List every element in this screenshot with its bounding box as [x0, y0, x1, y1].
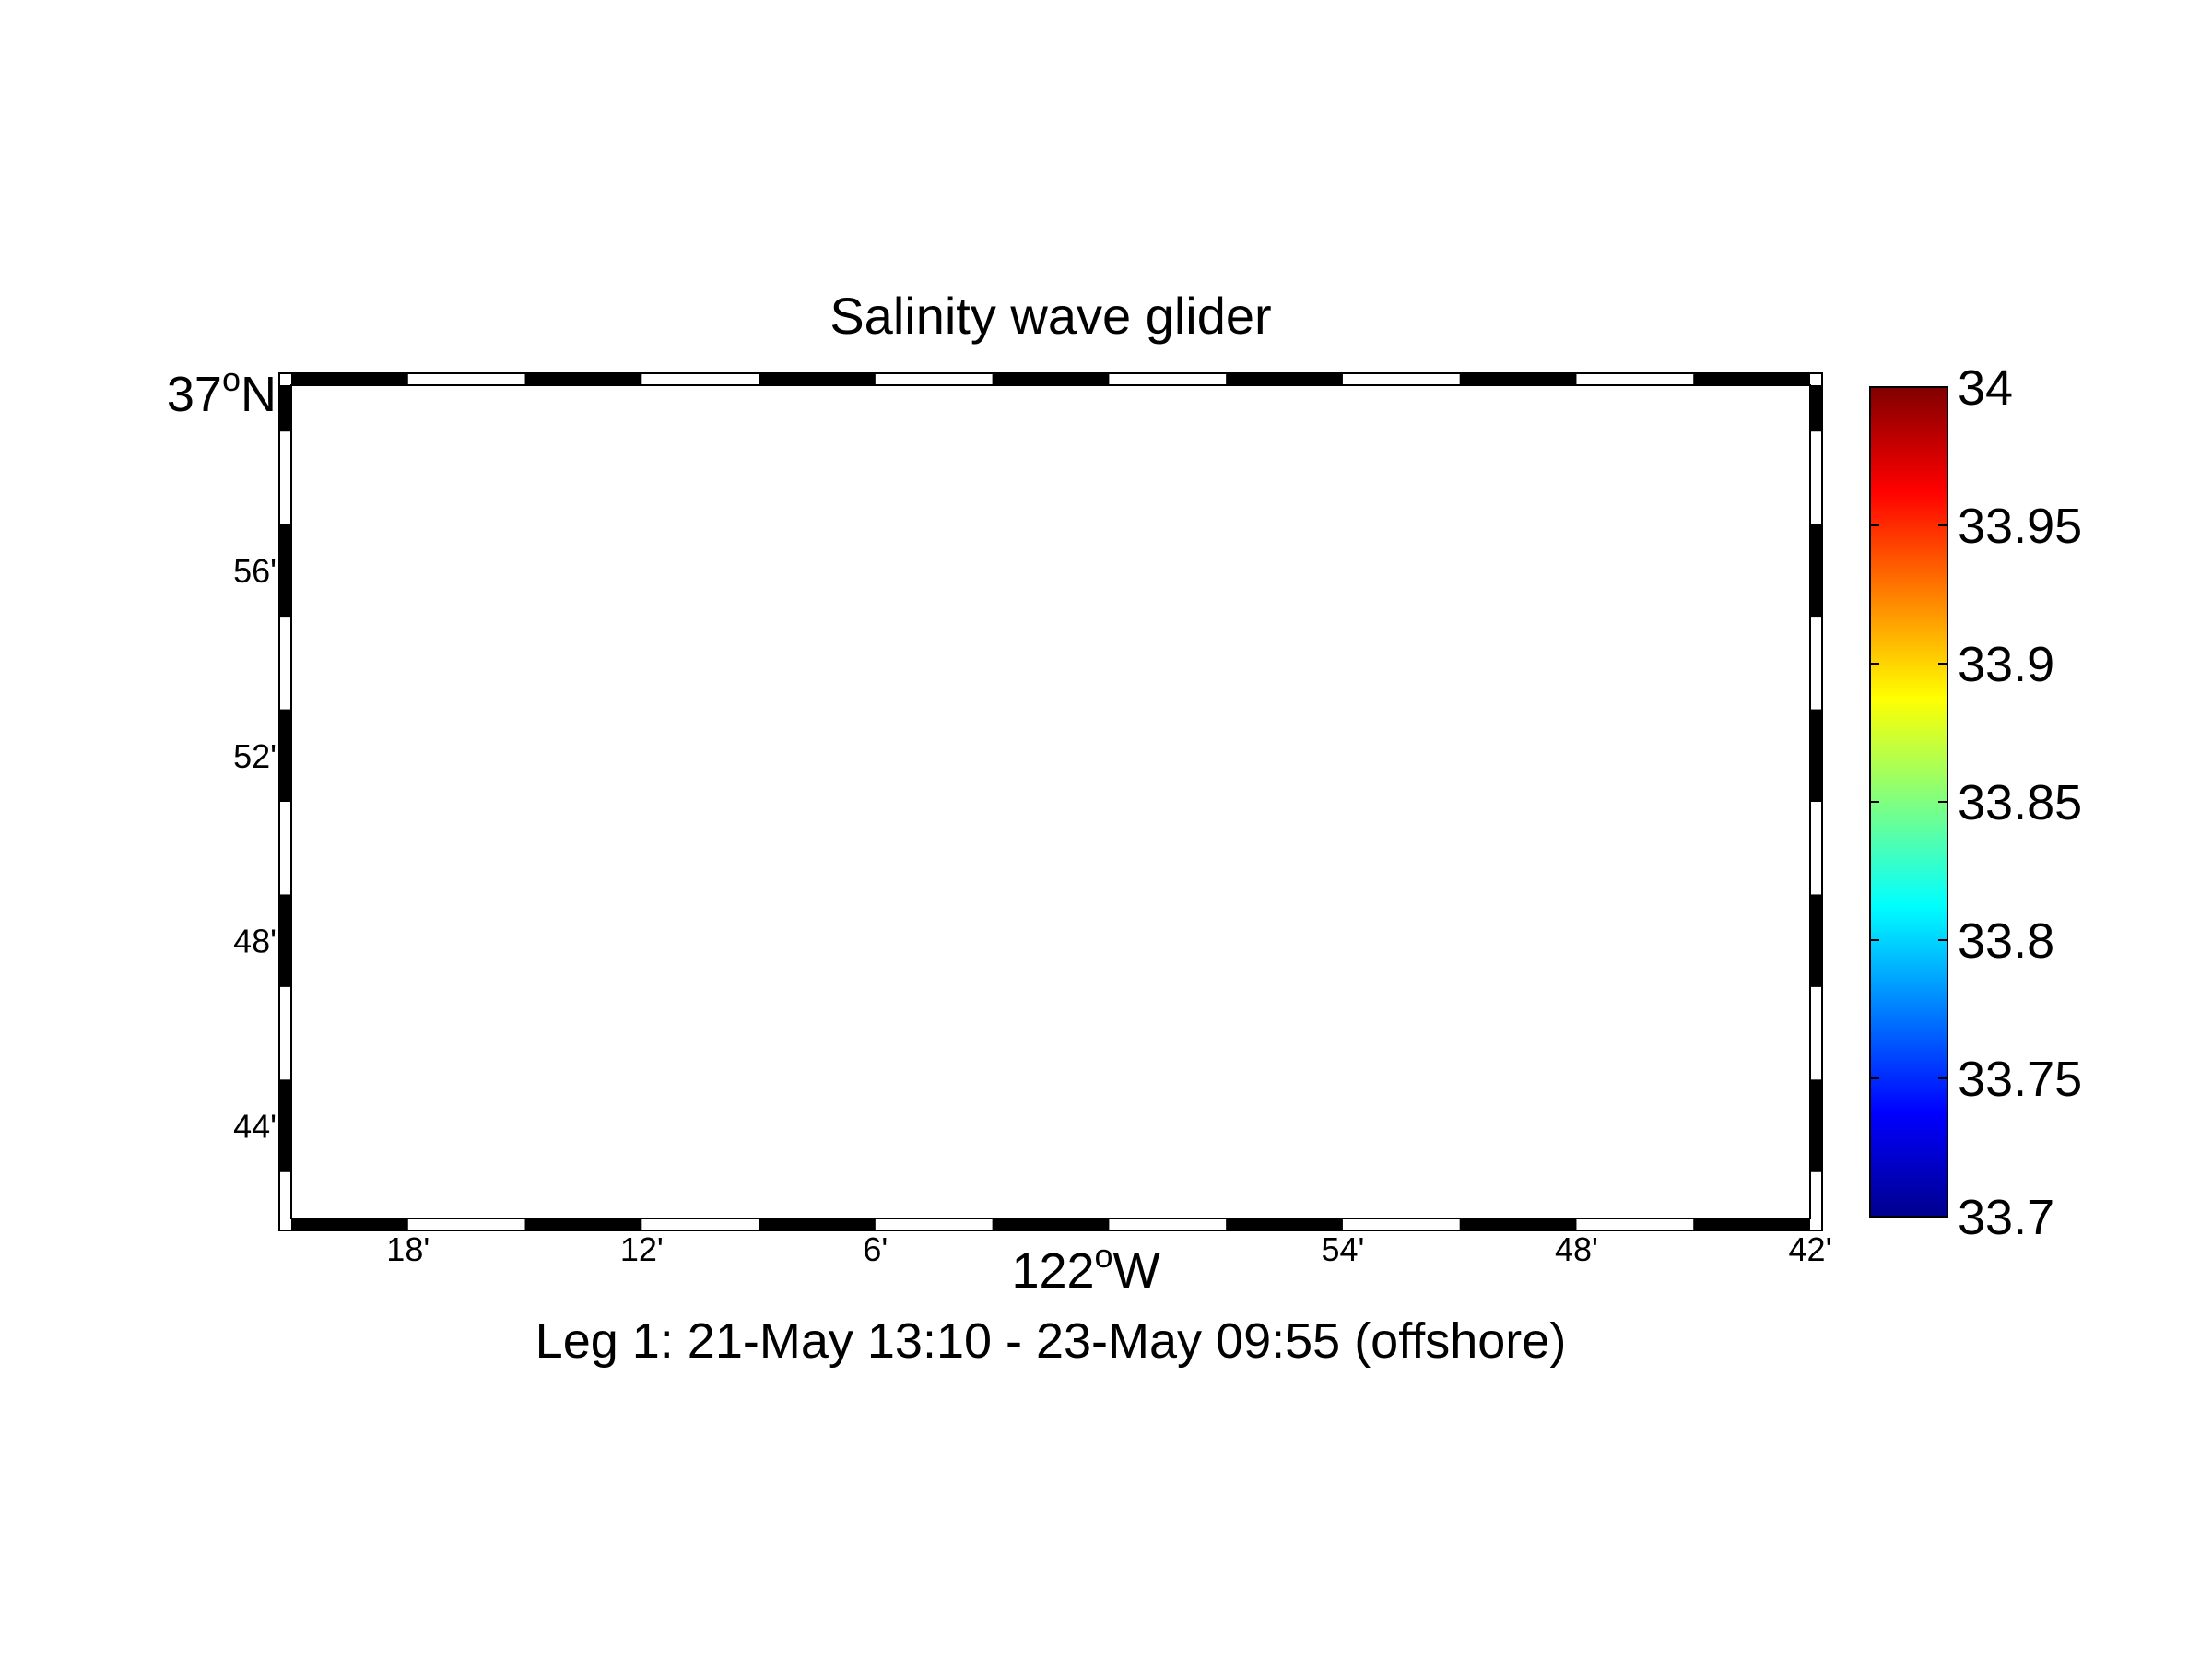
frame-band-bottom: [992, 1218, 1110, 1230]
colorbar-tick-label: 33.75: [1958, 1052, 2082, 1107]
lat-tick-label: 44': [233, 1108, 276, 1146]
frame-band-right: [1810, 894, 1822, 987]
frame-band-bottom: [1459, 1218, 1577, 1230]
frame-band-top: [1693, 373, 1810, 385]
map-title: Salinity wave glider: [830, 287, 1271, 345]
frame-band-top: [992, 373, 1110, 385]
frame-band-top: [1226, 373, 1343, 385]
lat-tick-label: 52': [233, 737, 276, 775]
frame-band-right: [1810, 709, 1822, 802]
longitude-tick-labels: 18' 12' 6' 54' 48' 42': [386, 1230, 1831, 1268]
colorbar-tick-label: 33.95: [1958, 499, 2082, 554]
colorbar-tick-label: 33.7: [1958, 1190, 2054, 1245]
latitude-tick-labels: 56' 52' 48' 44': [233, 552, 276, 1146]
frame-band-right: [1810, 385, 1822, 432]
frame-band-left: [279, 894, 291, 987]
lon-tick-label: 54': [1321, 1230, 1364, 1268]
frame-band-top: [759, 373, 876, 385]
map-frame: [278, 372, 1823, 1231]
colorbar: 34 33.95 33.9 33.85 33.8 33.75 33.7: [1869, 360, 2082, 1245]
colorbar-gradient: [1869, 386, 1948, 1218]
lon-tick-label: 6': [863, 1230, 888, 1268]
latitude-axis-label: 37oN: [167, 360, 276, 422]
frame-band-right: [1810, 524, 1822, 618]
frame-band-right: [1810, 1079, 1822, 1172]
colorbar-tick-label: 33.8: [1958, 913, 2054, 969]
colorbar-tick-label: 33.85: [1958, 775, 2082, 830]
lon-tick-label: 18': [386, 1230, 429, 1268]
frame-band-left: [279, 709, 291, 802]
frame-band-bottom: [1226, 1218, 1343, 1230]
frame-band-top: [291, 373, 408, 385]
frame-outer: [278, 372, 1823, 1231]
longitude-axis-label: 122oW: [1011, 1237, 1159, 1299]
frame-band-left: [279, 524, 291, 618]
map-subtitle: Leg 1: 21-May 13:10 - 23-May 09:55 (offs…: [535, 1313, 1567, 1369]
lon-tick-label: 12': [620, 1230, 664, 1268]
frame-band-top: [1459, 373, 1577, 385]
colorbar-ticks: 34 33.95 33.9 33.85 33.8 33.75 33.7: [1870, 360, 2082, 1245]
lon-tick-label: 48': [1555, 1230, 1598, 1268]
lat-tick-label: 48': [233, 923, 276, 960]
lat-tick-label: 56': [233, 552, 276, 590]
lon-tick-label: 42': [1789, 1230, 1832, 1268]
frame-band-bottom: [759, 1218, 876, 1230]
colorbar-tick-label: 34: [1958, 360, 2013, 416]
frame-band-top: [524, 373, 642, 385]
frame-band-left: [279, 1079, 291, 1172]
colorbar-tick-label: 33.9: [1958, 637, 2054, 692]
frame-band-bottom: [1693, 1218, 1810, 1230]
frame-band-bottom: [524, 1218, 642, 1230]
frame-band-bottom: [291, 1218, 408, 1230]
frame-band-left: [279, 385, 291, 432]
